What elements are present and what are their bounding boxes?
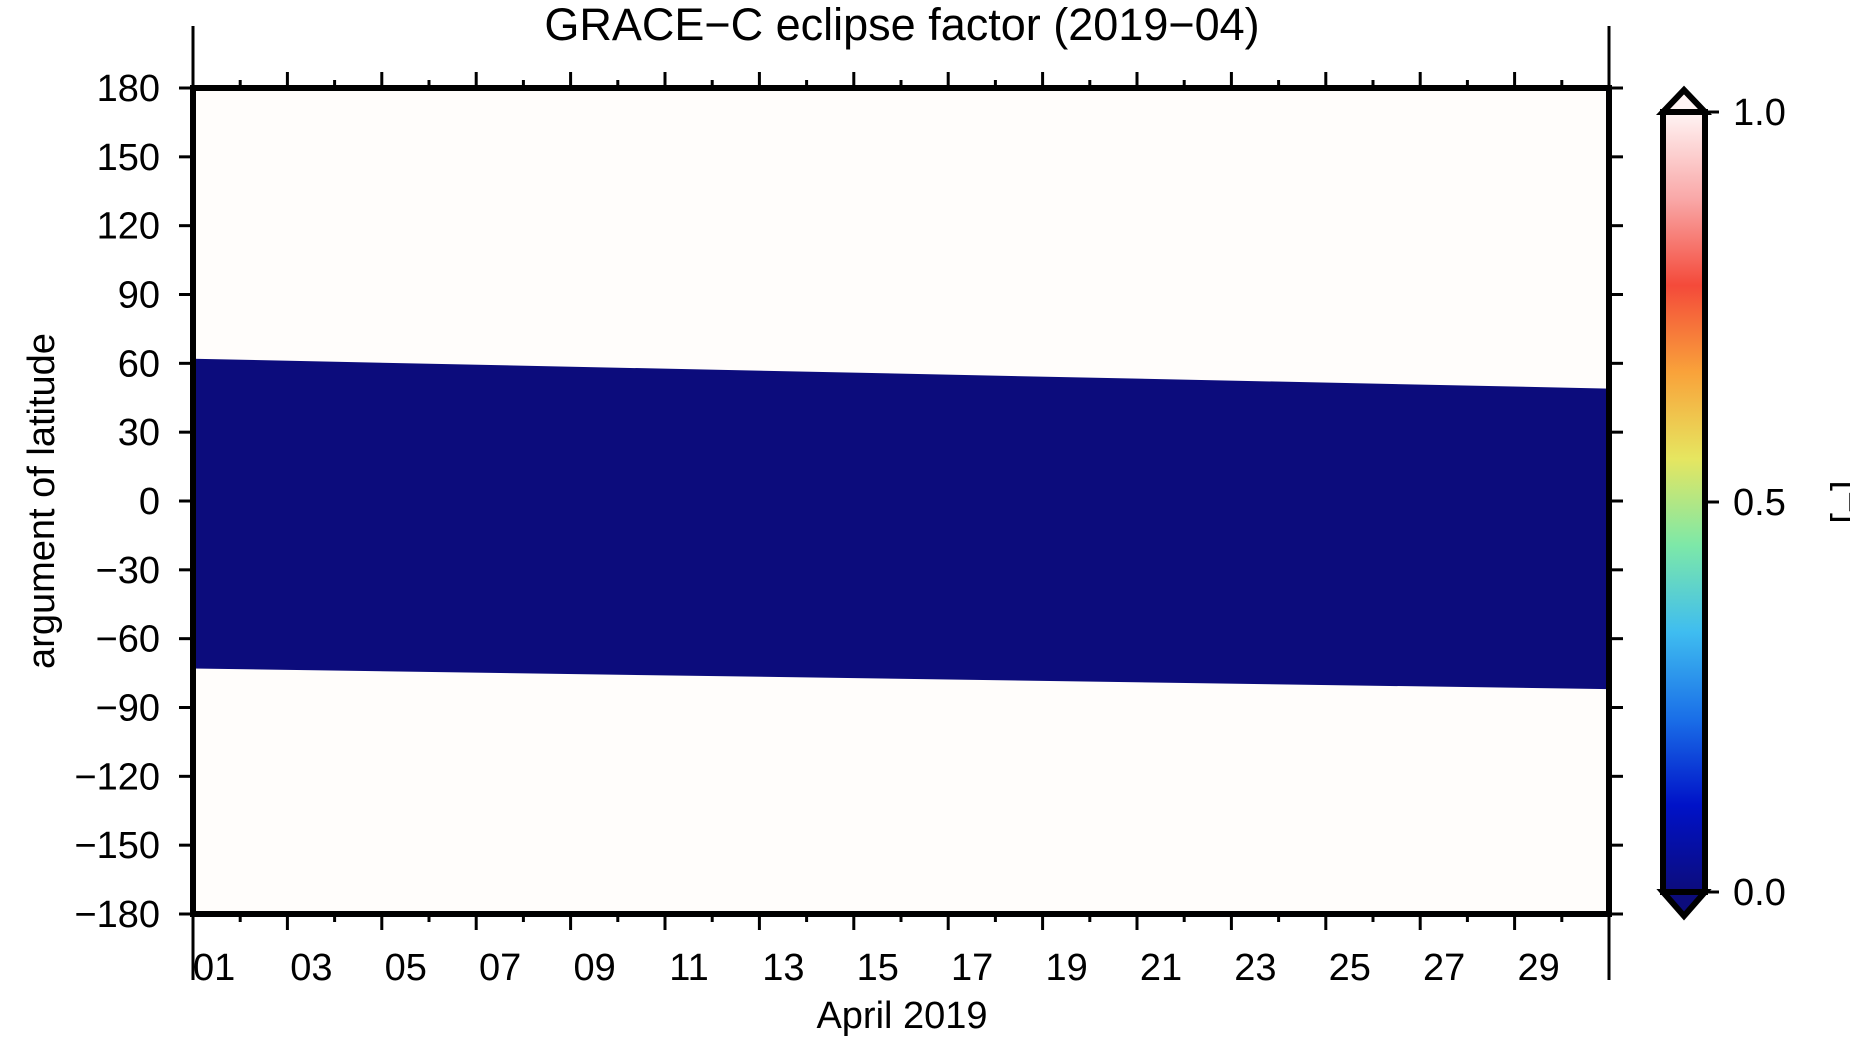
y-axis-label: argument of latitude — [21, 333, 63, 669]
y-tick-label: 120 — [97, 206, 160, 248]
x-tick-label: 29 — [1517, 947, 1559, 989]
colorbar-ticks: 0.0 0.5 1.0 — [1705, 92, 1786, 914]
chart-title: GRACE−C eclipse factor (2019−04) — [544, 0, 1259, 50]
x-tick-label: 21 — [1140, 947, 1182, 989]
plot-frame — [190, 85, 1612, 917]
colorbar-tick-label: 1.0 — [1733, 92, 1786, 134]
colorbar-tick-label: 0.0 — [1733, 872, 1786, 914]
y-tick-label: 180 — [97, 68, 160, 110]
x-tick-label: 15 — [857, 947, 899, 989]
x-tick-label: 25 — [1329, 947, 1371, 989]
x-tick-label: 27 — [1423, 947, 1465, 989]
y-tick-label: 30 — [118, 412, 160, 454]
colorbar-lower-triangle — [1656, 889, 1712, 921]
y-tick-label: −60 — [96, 619, 160, 661]
x-tick-label: 09 — [573, 947, 615, 989]
colorbar-unit-label: [−] — [1829, 480, 1850, 523]
x-axis-label: April 2019 — [816, 995, 987, 1037]
y-tick-label: −120 — [74, 756, 160, 798]
colorbar-gradient — [1663, 112, 1705, 892]
x-tick-label: 01 — [193, 947, 235, 989]
colorbar-upper-triangle — [1655, 85, 1713, 115]
x-tick-label: 05 — [385, 947, 427, 989]
x-tick-label: 11 — [669, 947, 708, 989]
colorbar: 0.0 0.5 1.0 [−] — [1655, 85, 1850, 921]
y-tick-label: 0 — [139, 481, 160, 523]
y-axis-ticks: 180 150 120 90 60 30 0 −30 −60 −90 −120 −150 −180 — [74, 68, 1623, 936]
x-tick-label: 03 — [290, 947, 332, 989]
y-tick-label: 150 — [97, 137, 160, 179]
eclipse-band — [193, 358, 1609, 690]
y-tick-label: 90 — [118, 275, 160, 317]
y-tick-label: −30 — [96, 550, 160, 592]
x-tick-label: 19 — [1045, 947, 1087, 989]
x-tick-label: 13 — [762, 947, 804, 989]
y-tick-label: 60 — [118, 343, 160, 385]
x-tick-label: 23 — [1234, 947, 1276, 989]
y-tick-label: −90 — [96, 688, 160, 730]
x-tick-label: 17 — [951, 947, 993, 989]
y-tick-label: −150 — [74, 825, 160, 867]
colorbar-tick-label: 0.5 — [1733, 482, 1786, 524]
x-tick-label: 07 — [479, 947, 521, 989]
x-axis-ticks: 01 03 05 07 09 11 13 15 17 19 21 23 25 27 29 — [191, 26, 1611, 989]
y-tick-label: −180 — [74, 894, 160, 936]
